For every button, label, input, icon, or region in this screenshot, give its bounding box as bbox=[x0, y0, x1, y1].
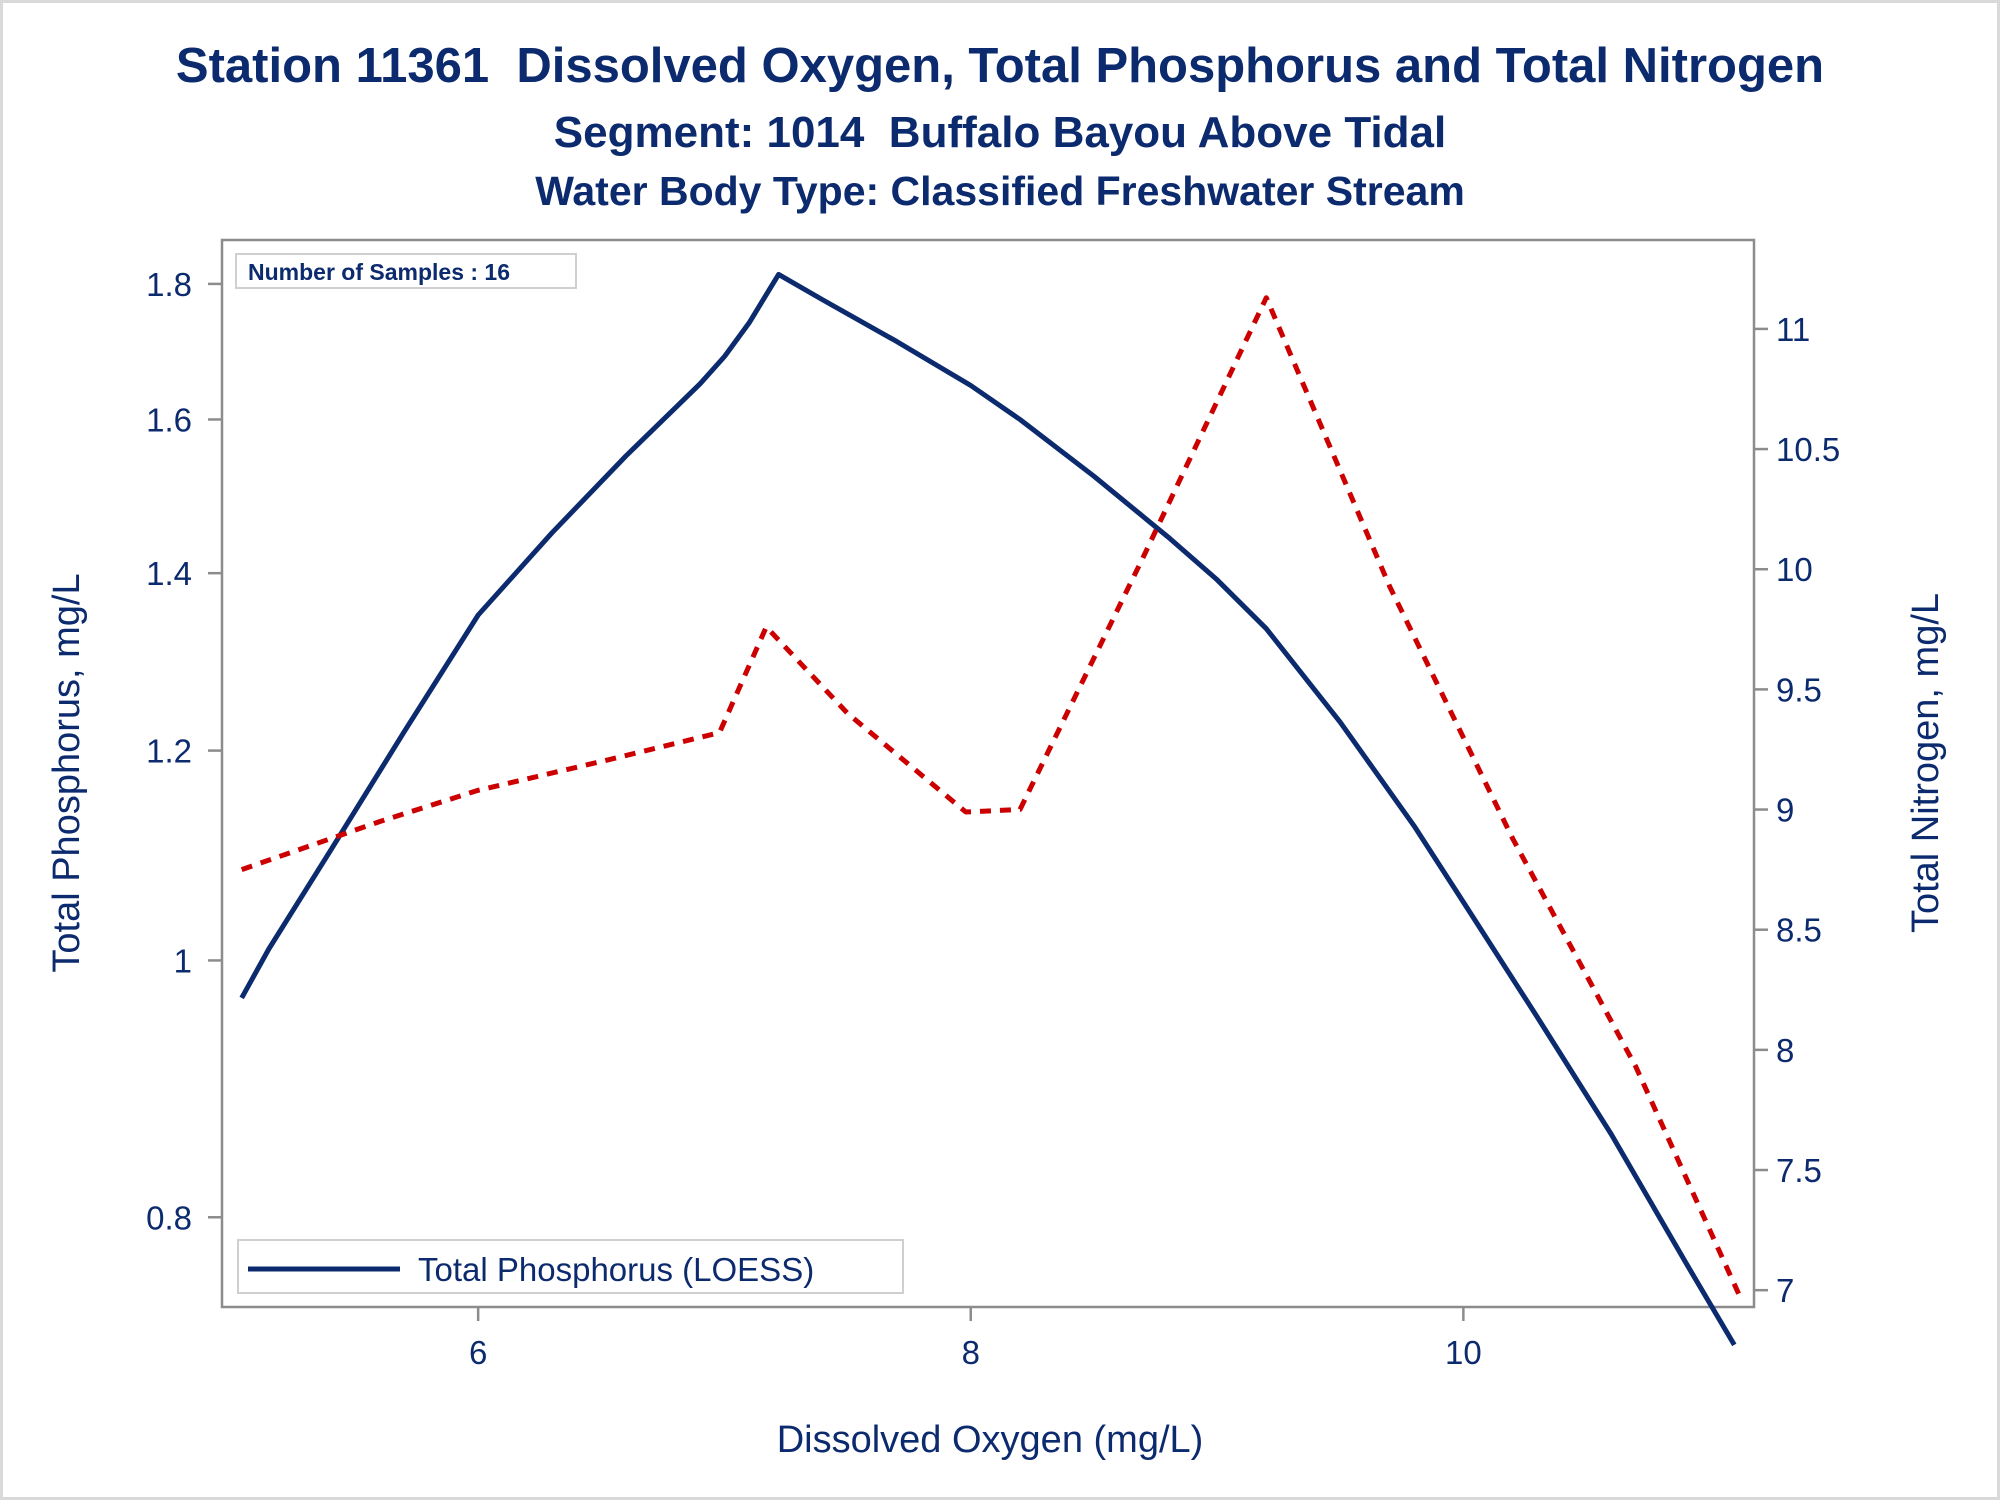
sample-count-inset: Number of Samples : 16 bbox=[235, 253, 577, 289]
y2-tick-label: 9 bbox=[1776, 792, 1794, 829]
y2-tick-label: 11 bbox=[1776, 311, 1810, 348]
y-tick-label: 1.6 bbox=[146, 401, 192, 438]
y2-tick-label: 7 bbox=[1776, 1272, 1794, 1309]
legend-label-phosphorus: Total Phosphorus (LOESS) bbox=[418, 1251, 814, 1288]
y2-tick-label: 8.5 bbox=[1776, 912, 1822, 949]
legend-box bbox=[237, 1239, 904, 1294]
y2-tick-label: 10 bbox=[1776, 551, 1813, 588]
x-tick-label: 8 bbox=[962, 1334, 980, 1371]
series-line-phosphorus bbox=[239, 271, 1737, 1347]
y-axis-label: Total Phosphorus, mg/L bbox=[46, 573, 88, 972]
legend: Total Phosphorus (LOESS) bbox=[237, 1239, 904, 1294]
y2-tick-label: 8 bbox=[1776, 1032, 1794, 1069]
chart-subtitle-waterbody: Water Body Type: Classified Freshwater S… bbox=[535, 168, 1465, 214]
x-tick-label: 10 bbox=[1445, 1334, 1482, 1371]
chart-subtitle-segment: Segment: 1014 Buffalo Bayou Above Tidal bbox=[553, 108, 1447, 157]
y-tick-label: 1 bbox=[174, 942, 192, 979]
inset-box bbox=[235, 253, 577, 289]
y-axis-left: 0.8 1 1.2 1.4 1.6 1.8 bbox=[146, 266, 222, 1236]
y-tick-label: 1.4 bbox=[146, 555, 192, 592]
sample-count-label: Number of Samples : 16 bbox=[248, 259, 510, 285]
x-tick-label: 6 bbox=[469, 1334, 487, 1371]
y-axis-right: 7 7.5 8 8.5 9 9.5 10 10.5 11 bbox=[1754, 311, 1840, 1309]
series-layer bbox=[239, 271, 1742, 1347]
x-axis-label: Dissolved Oxygen (mg/L) bbox=[777, 1419, 1204, 1461]
y2-tick-label: 10.5 bbox=[1776, 431, 1840, 468]
y-tick-label: 0.8 bbox=[146, 1199, 192, 1236]
chart-title: Station 11361 Dissolved Oxygen, Total Ph… bbox=[175, 39, 1825, 93]
y2-axis-label: Total Nitrogen, mg/L bbox=[1905, 593, 1947, 933]
series-line-nitrogen bbox=[240, 295, 1742, 1297]
y2-tick-label: 9.5 bbox=[1776, 671, 1822, 708]
y-tick-label: 1.2 bbox=[146, 733, 192, 770]
plot-area bbox=[220, 238, 1756, 1309]
y-tick-label: 1.8 bbox=[146, 266, 192, 303]
x-axis: 6 8 10 bbox=[469, 1307, 1482, 1371]
y2-tick-label: 7.5 bbox=[1776, 1152, 1822, 1189]
